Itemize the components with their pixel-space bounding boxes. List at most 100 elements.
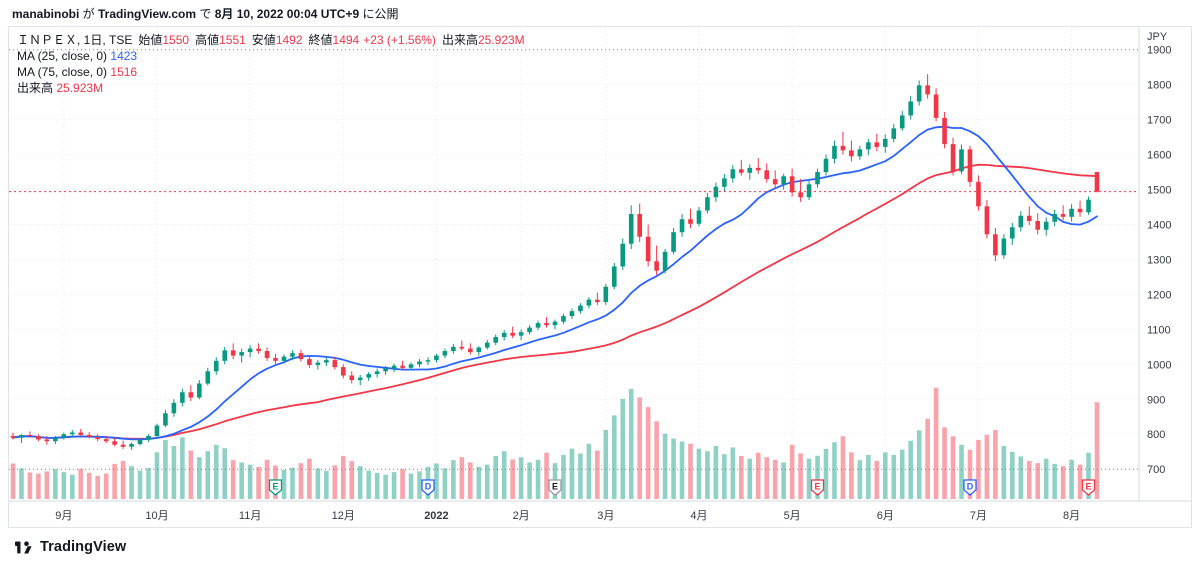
time-axis-label: 6月 (877, 510, 894, 522)
volume-bar (256, 466, 261, 499)
volume-bar (171, 445, 177, 499)
volume-bar (578, 453, 583, 499)
candle-body (586, 299, 592, 306)
candle-body (908, 101, 913, 116)
price-axis-label: 900 (1147, 394, 1165, 406)
candle-body (332, 360, 338, 368)
candle-body (484, 342, 490, 348)
candle-body (976, 181, 981, 207)
tradingview-logo-icon[interactable] (14, 537, 33, 556)
volume-bar (628, 388, 634, 499)
candle-body (391, 365, 397, 369)
candle-body (171, 402, 177, 414)
header-text-part: に公開 (359, 6, 399, 21)
chart-panel[interactable]: 1900 1800 1700 1600 1500 1400 1300 1200 1100 1000… (8, 26, 1192, 528)
volume-bar (705, 451, 710, 499)
earnings-badge-icon[interactable]: E (268, 479, 283, 496)
price-axis-label: 1200 (1147, 289, 1171, 301)
candle-body (662, 251, 668, 271)
volume-bar (730, 447, 736, 499)
volume-bar (451, 460, 456, 499)
candle-body (595, 299, 600, 303)
candle-body (1043, 221, 1049, 230)
candle-body (899, 115, 905, 129)
candle-body (137, 439, 143, 445)
dividend-badge-icon[interactable]: D (963, 479, 977, 496)
candle-body (27, 434, 33, 436)
earnings-badge-icon[interactable]: E (548, 479, 562, 496)
volume-bar (281, 469, 287, 499)
volume-bar (163, 440, 168, 499)
footer: TradingView (0, 528, 1200, 556)
brand-name[interactable]: TradingView (40, 538, 127, 555)
ma-25-line (12, 125, 1098, 441)
volume-bar (417, 471, 422, 499)
candle-body (603, 286, 609, 303)
candle-body (434, 355, 439, 361)
earnings-badge-icon[interactable]: E (1081, 479, 1096, 496)
volume-bar (95, 475, 100, 499)
candle-body (569, 311, 575, 317)
candle-body (1052, 214, 1057, 222)
svg-text:D: D (967, 482, 974, 492)
volume-bar (103, 473, 109, 499)
volume-bar (222, 448, 228, 499)
candle-body (866, 142, 871, 150)
candle-body (349, 375, 355, 381)
candle-body (620, 243, 626, 267)
volume-bar (916, 430, 922, 499)
price-axis-label: 1100 (1147, 324, 1171, 336)
volume-bar (933, 387, 939, 499)
volume-bar (755, 452, 761, 499)
volume-bar (866, 454, 871, 499)
candle-body (281, 356, 287, 361)
volume-bar (595, 450, 600, 499)
candle-body (747, 167, 753, 173)
volume-bar (637, 397, 642, 499)
candle-body (315, 362, 321, 366)
volume-bar (1010, 451, 1015, 499)
volume-bar (722, 454, 727, 499)
volume-bar (197, 457, 202, 499)
candle-body (298, 353, 304, 360)
candle-body (112, 441, 117, 445)
candle-body (544, 323, 549, 326)
time-axis[interactable] (9, 501, 1191, 527)
earnings-badge-icon[interactable]: E (810, 479, 825, 496)
price-chart[interactable]: 1900 1800 1700 1600 1500 1400 1300 1200 1100 1000… (9, 27, 1191, 527)
volume-bar (298, 463, 304, 499)
candle-body (222, 350, 228, 361)
volume-bar (1018, 456, 1024, 499)
volume-bar (357, 466, 363, 499)
candle-body (501, 332, 507, 338)
volume-bar (10, 463, 16, 499)
candle-body (188, 392, 194, 398)
volume-bar (806, 458, 812, 499)
header-text-part: TradingView.com (98, 6, 197, 21)
candle-body (857, 149, 863, 157)
volume-bar (611, 415, 617, 499)
ma-75-line (12, 163, 1098, 440)
volume-bar (1052, 463, 1057, 499)
price-axis[interactable] (1139, 27, 1191, 501)
candle-body (273, 358, 278, 361)
volume-bar (230, 460, 236, 499)
candle-body (103, 439, 109, 442)
candle-body (552, 321, 558, 326)
candle-body (205, 371, 211, 384)
candle-body (425, 360, 431, 362)
price-axis-label: 1300 (1147, 254, 1171, 266)
candle-body (764, 170, 770, 180)
volume-bar (747, 458, 753, 499)
candle-body (324, 360, 329, 363)
volume-bar (527, 462, 532, 499)
volume-bar (19, 468, 24, 499)
svg-text:E: E (552, 482, 558, 492)
price-axis-label: 1400 (1147, 220, 1171, 232)
volume-bar (789, 444, 795, 499)
dividend-badge-icon[interactable]: D (421, 479, 435, 496)
candle-body (247, 348, 253, 353)
candle-body (69, 432, 75, 435)
volume-bar (772, 459, 778, 499)
volume-bar (391, 472, 397, 499)
